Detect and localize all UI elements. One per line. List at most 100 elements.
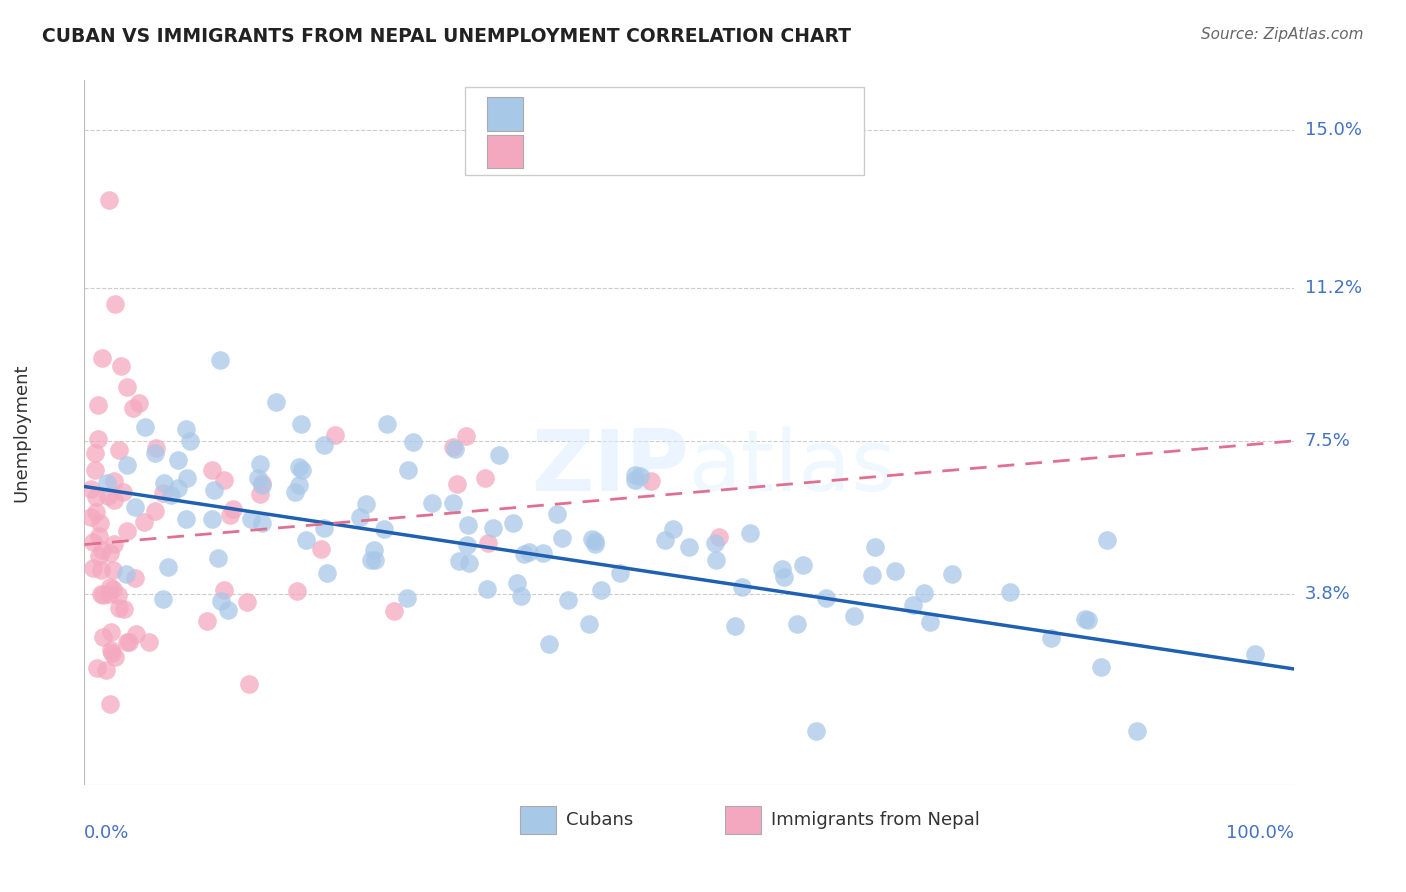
Point [662, 522, 685, 536]
Point [87, 549, 110, 563]
Point [103, 475, 125, 489]
Point [114, 602, 136, 616]
Point [583, 534, 606, 549]
Point [456, 538, 478, 552]
Point [152, 485, 174, 500]
Point [104, 650, 127, 665]
Point [312, 438, 335, 452]
Point [1039, 631, 1062, 645]
Point [678, 541, 700, 555]
Point [134, 515, 156, 529]
Point [176, 422, 198, 436]
Point [477, 582, 499, 596]
Point [420, 496, 443, 510]
Point [998, 585, 1021, 599]
Point [98, 698, 121, 712]
Point [98, 581, 121, 595]
Point [624, 473, 647, 487]
FancyBboxPatch shape [725, 806, 762, 834]
Point [519, 545, 541, 559]
Point [454, 429, 477, 443]
Point [804, 724, 827, 739]
Point [441, 496, 464, 510]
Point [312, 521, 335, 535]
Point [792, 558, 814, 573]
Point [90, 587, 112, 601]
Point [108, 601, 131, 615]
Point [707, 530, 730, 544]
Point [912, 586, 935, 600]
Point [179, 434, 201, 448]
Text: CUBAN VS IMMIGRANTS FROM NEPAL UNEMPLOYMENT CORRELATION CHART: CUBAN VS IMMIGRANTS FROM NEPAL UNEMPLOYM… [42, 27, 851, 45]
Point [284, 485, 307, 500]
Point [628, 469, 651, 483]
Point [578, 617, 600, 632]
Point [103, 537, 125, 551]
Point [551, 531, 574, 545]
Point [531, 545, 554, 559]
Point [396, 463, 419, 477]
Point [860, 568, 883, 582]
Point [124, 570, 146, 584]
Point [143, 446, 166, 460]
Point [91, 543, 114, 558]
Point [84, 446, 107, 460]
Point [363, 542, 385, 557]
Point [402, 434, 425, 449]
Point [311, 541, 333, 556]
Point [107, 588, 129, 602]
Text: atlas: atlas [689, 426, 897, 509]
Point [124, 500, 146, 514]
Point [449, 554, 471, 568]
Point [93, 588, 115, 602]
Point [128, 396, 150, 410]
Text: 3.8%: 3.8% [1305, 585, 1350, 603]
Point [82, 535, 104, 549]
Point [152, 592, 174, 607]
Point [101, 646, 124, 660]
Point [98, 586, 121, 600]
Point [195, 615, 218, 629]
Point [236, 595, 259, 609]
Point [1074, 612, 1097, 626]
Point [240, 512, 263, 526]
Point [86, 660, 108, 674]
Point [167, 453, 190, 467]
FancyBboxPatch shape [486, 97, 523, 131]
Point [624, 467, 647, 482]
Point [772, 570, 794, 584]
Point [125, 626, 148, 640]
Point [84, 490, 107, 504]
Point [1097, 533, 1119, 548]
Point [103, 492, 125, 507]
Point [1125, 724, 1147, 739]
Point [731, 580, 754, 594]
Text: Unemployment: Unemployment [13, 363, 31, 502]
Point [557, 593, 579, 607]
Point [482, 521, 505, 535]
Point [115, 380, 138, 394]
Point [84, 463, 107, 477]
Point [844, 608, 866, 623]
Point [118, 635, 141, 649]
FancyBboxPatch shape [520, 806, 555, 834]
Point [250, 516, 273, 531]
Point [208, 353, 231, 368]
Point [212, 582, 235, 597]
FancyBboxPatch shape [486, 135, 523, 169]
Point [285, 584, 308, 599]
Point [159, 488, 181, 502]
Point [201, 463, 224, 477]
Point [201, 512, 224, 526]
Text: Source: ZipAtlas.com: Source: ZipAtlas.com [1201, 27, 1364, 42]
Text: 11.2%: 11.2% [1305, 278, 1362, 296]
Point [96, 476, 118, 491]
Point [395, 591, 418, 606]
Point [218, 508, 240, 522]
Text: Cubans: Cubans [565, 811, 633, 830]
Point [222, 502, 245, 516]
Point [323, 428, 346, 442]
Point [101, 582, 124, 597]
Point [360, 553, 382, 567]
Point [654, 533, 676, 548]
